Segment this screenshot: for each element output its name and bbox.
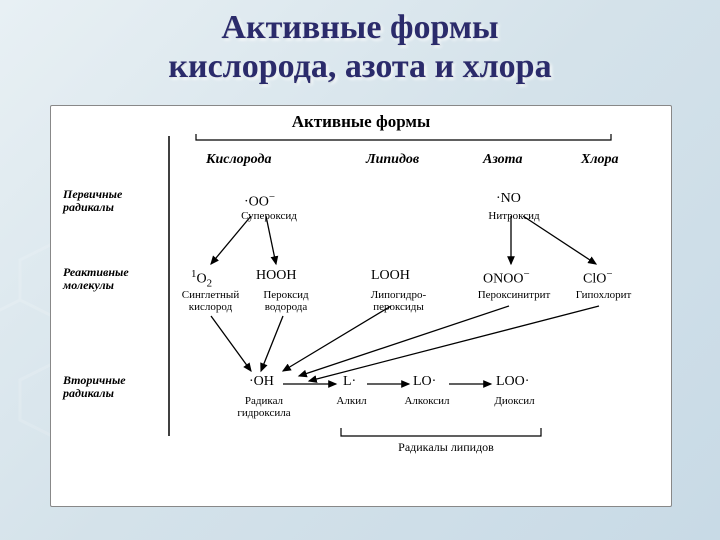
title-line2: кислорода, азота и хлора (168, 48, 551, 85)
node-lo: LO· (413, 374, 436, 390)
panel-subtitle: Активные формы (51, 112, 671, 132)
node-clo: ClO− (583, 268, 613, 288)
node-l: L· (343, 374, 356, 390)
node-oh: ·OH (249, 374, 274, 390)
node-onoo: ONOO− (483, 268, 530, 288)
col-nitrogen: Азота (483, 152, 523, 168)
cap-lo: Алкоксил (397, 396, 457, 408)
cap-onoo: Пероксинитрит (469, 290, 559, 302)
cap-nitroxide: Нитроксид (479, 211, 549, 223)
cap-loo: Диоксил (487, 396, 542, 408)
node-singletO: 1O2 (191, 268, 212, 289)
col-lipids: Липидов (366, 152, 419, 168)
col-chlorine: Хлора (581, 152, 619, 168)
title-line1: Активные формы (221, 9, 498, 46)
node-looh: LOOH (371, 268, 410, 284)
node-nitroxide: ·NO (496, 191, 521, 207)
row-primary: Первичные радикалы (63, 188, 122, 214)
col-oxygen: Кислорода (206, 152, 271, 168)
cap-superoxide: Супероксид (229, 211, 309, 223)
node-loo: LOO· (496, 374, 529, 390)
diagram-panel: Активные формы (50, 105, 672, 507)
cap-hooh: Пероксид водорода (251, 290, 321, 313)
node-hooh: HOOH (256, 268, 296, 284)
node-superoxide: ·OO− (244, 191, 275, 211)
row-secondary: Вторичные радикалы (63, 374, 126, 400)
row-reactive: Реактивные молекулы (63, 266, 129, 292)
cap-looh: Липогидро-пероксиды (356, 290, 441, 313)
cap-clo: Гипохлорит (566, 290, 641, 302)
cap-lipid-radicals: Радикалы липидов (381, 441, 511, 454)
cap-singletO: Синглетный кислород (173, 290, 248, 313)
cap-l: Алкил (329, 396, 374, 408)
cap-oh: Радикал гидроксила (229, 396, 299, 419)
slide-title: Активные формы кислорода, азота и хлора (0, 0, 720, 86)
